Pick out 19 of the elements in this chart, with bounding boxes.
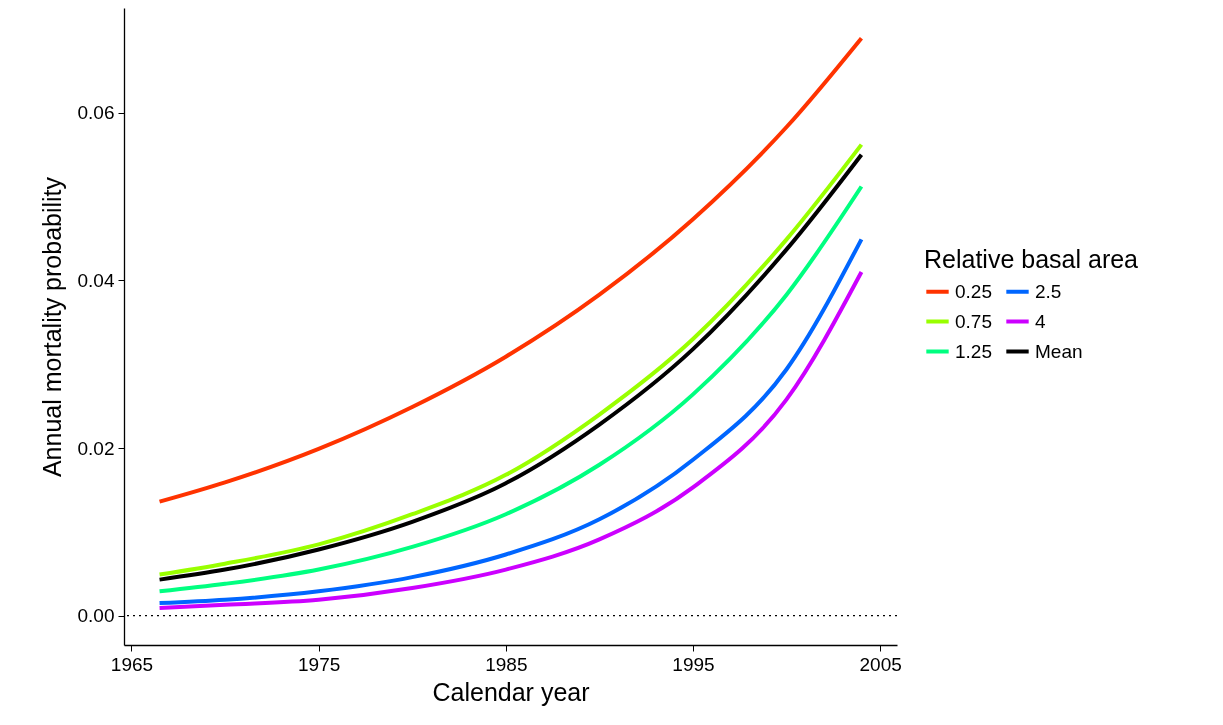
x-axis-title: Calendar year — [432, 677, 590, 706]
legend-label: 2.5 — [1035, 280, 1062, 302]
y-tick-label: 0.04 — [77, 269, 115, 291]
x-tick-label: 1965 — [110, 653, 154, 675]
x-tick-label: 2005 — [859, 653, 902, 675]
y-axis-title: Annual mortality probability — [37, 176, 66, 478]
y-tick-label: 0.00 — [77, 605, 115, 627]
y-tick-label: 0.06 — [77, 102, 115, 124]
x-tick-label: 1975 — [298, 653, 341, 675]
legend-label: 0.25 — [955, 280, 992, 302]
y-tick-label: 0.02 — [77, 437, 115, 459]
legend-title: Relative basal area — [924, 245, 1139, 273]
x-tick-label: 1995 — [672, 653, 715, 675]
line-series — [157, 36, 864, 504]
legend-label: 1.25 — [955, 340, 992, 362]
legend-label: 0.75 — [955, 310, 992, 332]
x-tick-label: 1985 — [485, 653, 528, 675]
legend-label: Mean — [1035, 340, 1083, 362]
legend-label: 4 — [1035, 310, 1046, 332]
